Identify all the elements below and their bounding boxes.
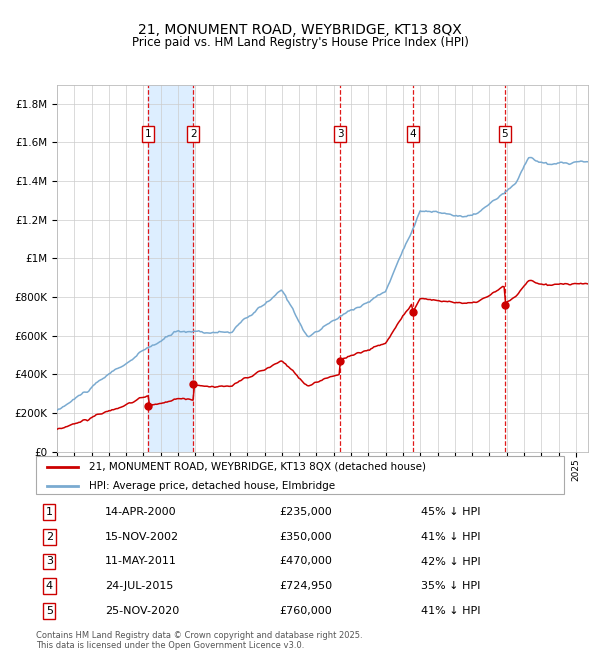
Text: £470,000: £470,000 bbox=[279, 556, 332, 566]
FancyBboxPatch shape bbox=[36, 456, 564, 494]
Text: 24-JUL-2015: 24-JUL-2015 bbox=[104, 581, 173, 591]
Text: 3: 3 bbox=[46, 556, 53, 566]
Text: 25-NOV-2020: 25-NOV-2020 bbox=[104, 606, 179, 616]
Text: 14-APR-2000: 14-APR-2000 bbox=[104, 507, 176, 517]
Text: 11-MAY-2011: 11-MAY-2011 bbox=[104, 556, 176, 566]
Text: £760,000: £760,000 bbox=[279, 606, 332, 616]
Text: Contains HM Land Registry data © Crown copyright and database right 2025.
This d: Contains HM Land Registry data © Crown c… bbox=[36, 630, 362, 650]
Text: 45% ↓ HPI: 45% ↓ HPI bbox=[421, 507, 481, 517]
Text: 2: 2 bbox=[46, 532, 53, 541]
Text: 41% ↓ HPI: 41% ↓ HPI bbox=[421, 532, 481, 541]
Text: 15-NOV-2002: 15-NOV-2002 bbox=[104, 532, 179, 541]
Text: HPI: Average price, detached house, Elmbridge: HPI: Average price, detached house, Elmb… bbox=[89, 481, 335, 491]
Text: Price paid vs. HM Land Registry's House Price Index (HPI): Price paid vs. HM Land Registry's House … bbox=[131, 36, 469, 49]
Text: 21, MONUMENT ROAD, WEYBRIDGE, KT13 8QX: 21, MONUMENT ROAD, WEYBRIDGE, KT13 8QX bbox=[138, 23, 462, 37]
Text: £350,000: £350,000 bbox=[279, 532, 332, 541]
Text: 41% ↓ HPI: 41% ↓ HPI bbox=[421, 606, 481, 616]
Text: 35% ↓ HPI: 35% ↓ HPI bbox=[421, 581, 481, 591]
Text: 1: 1 bbox=[46, 507, 53, 517]
Bar bbox=[148, 84, 193, 452]
Text: 5: 5 bbox=[46, 606, 53, 616]
Text: 3: 3 bbox=[337, 129, 343, 139]
Text: 1: 1 bbox=[145, 129, 152, 139]
Text: 42% ↓ HPI: 42% ↓ HPI bbox=[421, 556, 481, 566]
Text: 21, MONUMENT ROAD, WEYBRIDGE, KT13 8QX (detached house): 21, MONUMENT ROAD, WEYBRIDGE, KT13 8QX (… bbox=[89, 462, 426, 472]
Text: 4: 4 bbox=[46, 581, 53, 591]
Text: £724,950: £724,950 bbox=[279, 581, 332, 591]
Text: 5: 5 bbox=[502, 129, 508, 139]
Text: £235,000: £235,000 bbox=[279, 507, 332, 517]
Text: 2: 2 bbox=[190, 129, 196, 139]
Text: 4: 4 bbox=[409, 129, 416, 139]
